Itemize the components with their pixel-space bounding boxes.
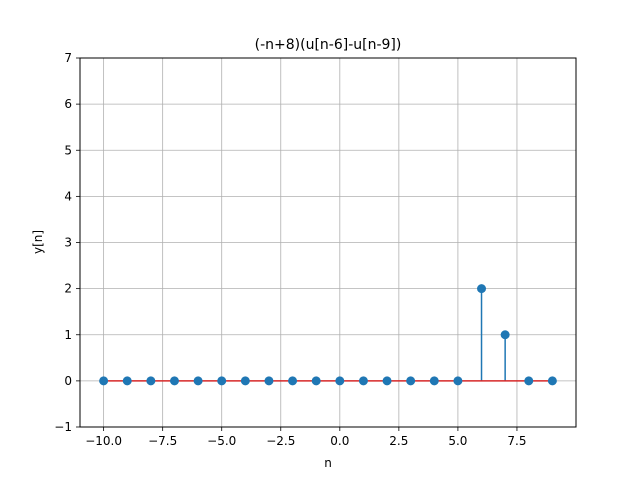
y-tick-label: 1: [64, 328, 72, 342]
stem-marker: [453, 376, 463, 386]
stem-marker: [99, 376, 109, 386]
x-tick-label: 0.0: [330, 434, 349, 448]
y-tick-label: −1: [54, 420, 72, 434]
y-tick-label: 5: [64, 143, 72, 157]
stem-marker: [169, 376, 179, 386]
stem-marker: [547, 376, 557, 386]
stem-marker: [240, 376, 250, 386]
x-tick-label: 7.5: [507, 434, 526, 448]
y-tick-label: 0: [64, 374, 72, 388]
x-axis-label: n: [324, 456, 332, 470]
y-tick-label: 3: [64, 236, 72, 250]
stem-marker: [429, 376, 439, 386]
stems: [480, 288, 506, 381]
y-axis-label: y[n]: [31, 230, 45, 254]
x-tick-label: −10.0: [85, 434, 122, 448]
y-tick-label: 2: [64, 282, 72, 296]
stem-marker: [524, 376, 534, 386]
stem-marker: [217, 376, 227, 386]
y-tick-label: 6: [64, 97, 72, 111]
x-tick-label: 5.0: [448, 434, 467, 448]
stem-marker: [477, 284, 487, 294]
stem-marker: [146, 376, 156, 386]
stem-marker: [358, 376, 368, 386]
y-tick-label: 4: [64, 189, 72, 203]
x-tick-label: 2.5: [389, 434, 408, 448]
stem-marker: [335, 376, 345, 386]
stem-marker: [288, 376, 298, 386]
x-tick-label: −2.5: [266, 434, 295, 448]
chart-title: (-n+8)(u[n-6]-u[n-9]): [255, 37, 402, 53]
markers: [99, 284, 557, 386]
stem-marker: [193, 376, 203, 386]
stem-marker: [311, 376, 321, 386]
stem-marker: [264, 376, 274, 386]
x-tick-label: −5.0: [207, 434, 236, 448]
ticks: −10.0 −7.5 −5.0 −2.5 0.0 2.5 5.0 7.5 −1 0 1 2 3 4 5 6 7: [54, 51, 526, 448]
stem-marker: [500, 330, 510, 340]
x-tick-label: −7.5: [148, 434, 177, 448]
stem-marker: [406, 376, 416, 386]
stem-marker: [122, 376, 132, 386]
y-tick-label: 7: [64, 51, 72, 65]
stem-marker: [382, 376, 392, 386]
